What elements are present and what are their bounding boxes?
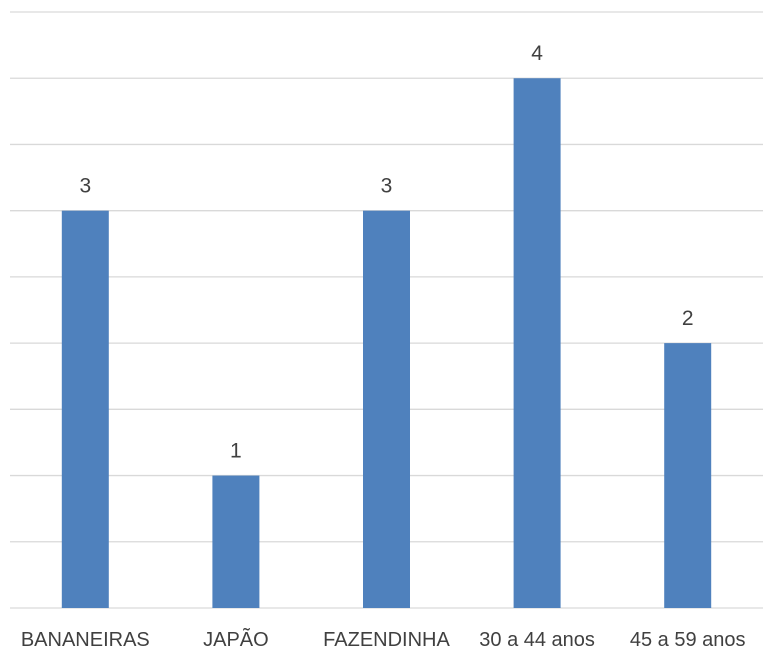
- bar: [363, 210, 410, 608]
- x-axis-tick-labels: BANANEIRAS JAPÃO FAZENDINHA 30 a 44 anos 45 …: [21, 627, 746, 651]
- bar: [513, 78, 561, 608]
- x-tick-label: 45 a 59 anos: [630, 629, 746, 651]
- data-label: 1: [230, 440, 242, 463]
- bar: [664, 343, 712, 608]
- bars: [61, 78, 712, 608]
- x-tick-label: FAZENDINHA: [323, 629, 450, 651]
- data-label: 4: [531, 42, 543, 65]
- x-tick-label: JAPÃO: [203, 627, 269, 651]
- x-tick-label: 30 a 44 anos: [479, 629, 595, 651]
- bar: [212, 475, 260, 608]
- data-label: 3: [381, 175, 393, 198]
- data-labels: 3 1 3 4 2: [79, 42, 693, 462]
- data-label: 2: [682, 307, 694, 330]
- x-tick-label: BANANEIRAS: [21, 629, 150, 651]
- data-label: 3: [79, 175, 91, 198]
- bar: [61, 210, 109, 608]
